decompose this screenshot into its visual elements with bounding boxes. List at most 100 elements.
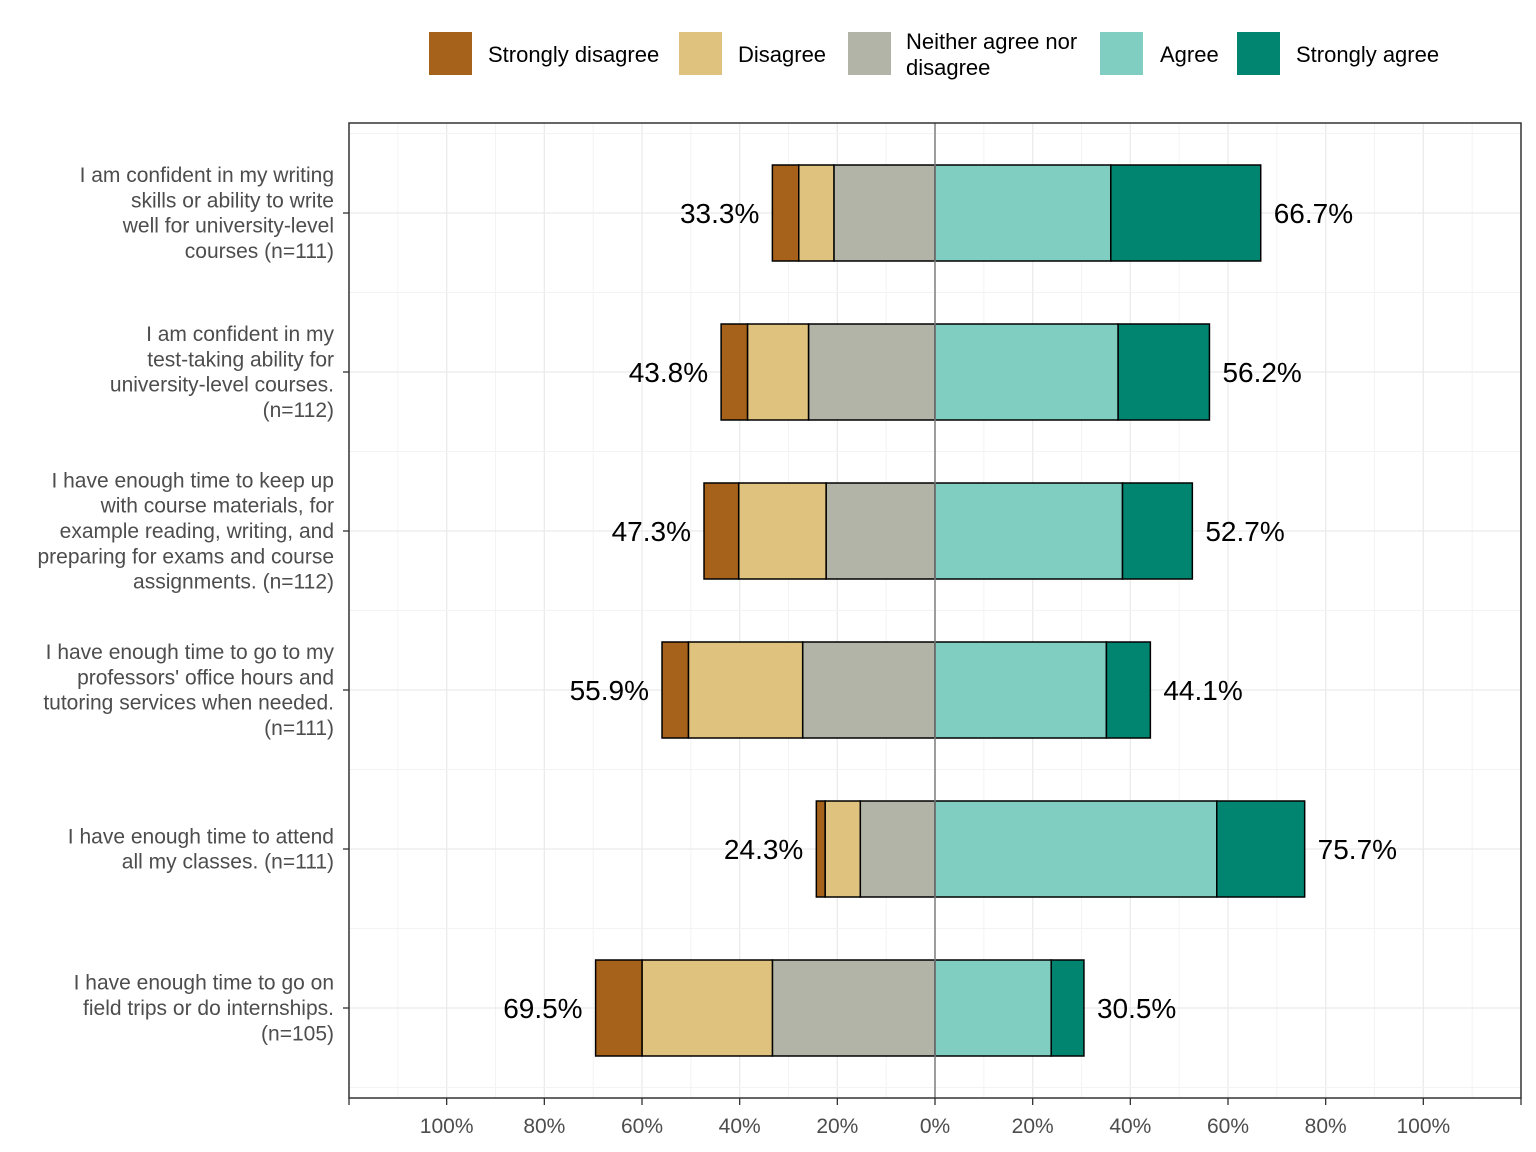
plot-area: 33.3% 66.7% 43.8% 56.2% 47.3% 52.7% 55.9% 44.1%…: [348, 122, 1522, 1099]
bar-group: 43.8% 56.2%: [629, 323, 1302, 421]
bar-segment: [934, 323, 1119, 421]
legend-label-line: Neither agree nor: [906, 29, 1077, 54]
x-tick-label: 20%: [1012, 1115, 1054, 1138]
category-label: I have enough time to attend all my class…: [68, 825, 334, 873]
legend-item: Neither agree nor disagree: [848, 29, 1077, 80]
legend-item: Agree: [1100, 32, 1219, 75]
x-tick-label: 0%: [920, 1115, 950, 1138]
legend-swatch: [679, 32, 722, 75]
bar-segment: [859, 800, 936, 898]
bar-segment: [934, 482, 1124, 580]
total-negative-label: 43.8%: [629, 357, 708, 388]
legend-label-line: Strongly agree: [1296, 42, 1439, 67]
bar-segment: [807, 323, 936, 421]
bar-segment: [815, 800, 826, 898]
total-negative-label: 33.3%: [680, 198, 759, 229]
x-tick-label: 80%: [1305, 1115, 1347, 1138]
total-positive-label: 75.7%: [1318, 834, 1397, 865]
category-label-line: all my classes. (n=111): [122, 851, 334, 874]
total-negative-label: 69.5%: [503, 993, 582, 1024]
bar-segment: [801, 641, 936, 739]
bar-segment: [833, 164, 936, 262]
category-label-line: skills or ability to write: [131, 189, 334, 212]
category-label-line: professors' office hours and: [77, 666, 334, 689]
bar-segment: [1121, 482, 1194, 580]
total-negative-label: 47.3%: [612, 516, 691, 547]
category-label-line: I have enough time to keep up: [51, 469, 334, 492]
legend-item: Disagree: [679, 32, 826, 75]
bar-segment: [737, 482, 827, 580]
x-tick-label: 60%: [621, 1115, 663, 1138]
bar-segment: [771, 959, 936, 1057]
bar-segment: [687, 641, 804, 739]
category-label: I have enough time to go on field trips o…: [74, 972, 334, 1046]
bar-segment: [661, 641, 690, 739]
total-negative-label: 55.9%: [570, 675, 649, 706]
total-positive-label: 56.2%: [1222, 357, 1301, 388]
legend-label: Neither agree nor disagree: [906, 29, 1077, 80]
total-positive-label: 66.7%: [1274, 198, 1353, 229]
category-label-line: assignments. (n=112): [133, 571, 334, 594]
bar-group: 33.3% 66.7%: [680, 164, 1353, 262]
y-axis: I am confident in my writing skills or ab…: [38, 164, 349, 1046]
bar-segment: [934, 959, 1052, 1057]
x-tick-label: 60%: [1207, 1115, 1249, 1138]
legend-label-line: disagree: [906, 55, 990, 80]
category-label-line: (n=105): [261, 1022, 334, 1045]
bar-segment: [1117, 323, 1211, 421]
bar-segment: [746, 323, 810, 421]
total-negative-label: 24.3%: [724, 834, 803, 865]
total-positive-label: 30.5%: [1097, 993, 1176, 1024]
bar-segment: [934, 164, 1112, 262]
legend-label-line: Disagree: [738, 42, 826, 67]
x-tick-label: 40%: [719, 1115, 761, 1138]
category-label-line: example reading, writing, and: [60, 520, 334, 543]
bar-segment: [824, 800, 862, 898]
category-label-line: test-taking ability for: [147, 348, 334, 371]
bar-segment: [1105, 641, 1152, 739]
bar-segment: [641, 959, 774, 1057]
total-positive-label: 44.1%: [1163, 675, 1242, 706]
bar-segment: [825, 482, 936, 580]
legend-swatch: [1100, 32, 1143, 75]
legend: Strongly disagree Disagree Neither agree n…: [429, 29, 1439, 80]
bar-segment: [798, 164, 835, 262]
category-label-line: I am confident in my writing: [80, 164, 334, 187]
legend-item: Strongly agree: [1237, 32, 1439, 75]
category-label: I am confident in my writing skills or ab…: [80, 164, 334, 263]
legend-label-line: Agree: [1160, 42, 1219, 67]
bar-group: 69.5% 30.5%: [503, 959, 1176, 1057]
category-label: I have enough time to go to my professors…: [43, 641, 334, 740]
total-positive-label: 52.7%: [1205, 516, 1284, 547]
bar-segment: [1216, 800, 1306, 898]
category-label-line: with course materials, for: [100, 495, 334, 518]
legend-item: Strongly disagree: [429, 32, 659, 75]
bar-segment: [934, 800, 1218, 898]
x-tick-label: 80%: [523, 1115, 565, 1138]
bar-segment: [1110, 164, 1262, 262]
x-tick-label: 100%: [1396, 1115, 1450, 1138]
bar-segment: [1050, 959, 1085, 1057]
category-label-line: field trips or do internships.: [83, 997, 334, 1020]
legend-label: Agree: [1160, 42, 1219, 67]
legend-label: Disagree: [738, 42, 826, 67]
category-label-line: courses (n=111): [185, 240, 334, 263]
category-label-line: I am confident in my: [146, 323, 334, 346]
legend-label-line: Strongly disagree: [488, 42, 659, 67]
category-label-line: well for university-level: [122, 215, 334, 238]
legend-swatch: [429, 32, 472, 75]
category-label-line: preparing for exams and course: [38, 545, 335, 568]
bar-segment: [934, 641, 1108, 739]
category-label-line: I have enough time to go to my: [46, 641, 335, 664]
x-tick-label: 20%: [816, 1115, 858, 1138]
category-label: I am confident in my test-taking ability …: [110, 323, 335, 422]
legend-swatch: [848, 32, 891, 75]
bar-group: 24.3% 75.7%: [724, 800, 1397, 898]
x-tick-label: 40%: [1109, 1115, 1151, 1138]
category-label-line: I have enough time to attend: [68, 825, 334, 848]
legend-label: Strongly agree: [1296, 42, 1439, 67]
category-label-line: I have enough time to go on: [74, 972, 334, 995]
bar-segment: [703, 482, 740, 580]
bar-segment: [771, 164, 800, 262]
